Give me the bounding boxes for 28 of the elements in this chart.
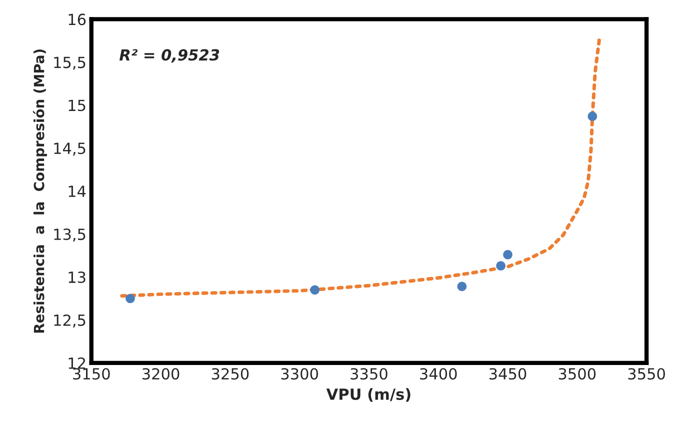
y-tick-label: 12,5 [54,314,86,328]
y-tick-label: 15,5 [54,56,86,70]
y-tick-label: 16 [68,14,86,26]
point [310,285,320,295]
y-tick-label: 14 [68,186,86,197]
x-tick-label: 3350 [350,368,388,380]
point [126,294,135,304]
point [496,261,506,271]
x-tick-label: 3250 [212,368,249,380]
y-tick-label: 12 [68,357,86,369]
x-tick-label: 3150 [73,368,110,380]
point [503,250,512,260]
y-tick-label: 13,5 [54,228,86,242]
x-tick-label: 3500 [558,368,596,380]
annotation: R² = 0,9523 [119,49,220,63]
y-tick-label: 14,5 [54,142,86,156]
y-tick-label: 13 [68,271,86,284]
line-series [120,37,602,298]
x-tick-label: 3400 [420,368,457,380]
x-axis-title: VPU (m/s) [326,388,410,402]
point [457,282,467,292]
x-tick-label: 3300 [281,368,318,380]
x-tick-label: 3550 [628,368,665,380]
x-tick-label: 3200 [142,368,180,380]
point [588,112,598,121]
y-axis-title: Resistencia a la Compresión (MPa) [32,49,47,333]
y-tick-label: 15 [68,100,86,112]
x-tick-label: 3450 [489,368,526,380]
